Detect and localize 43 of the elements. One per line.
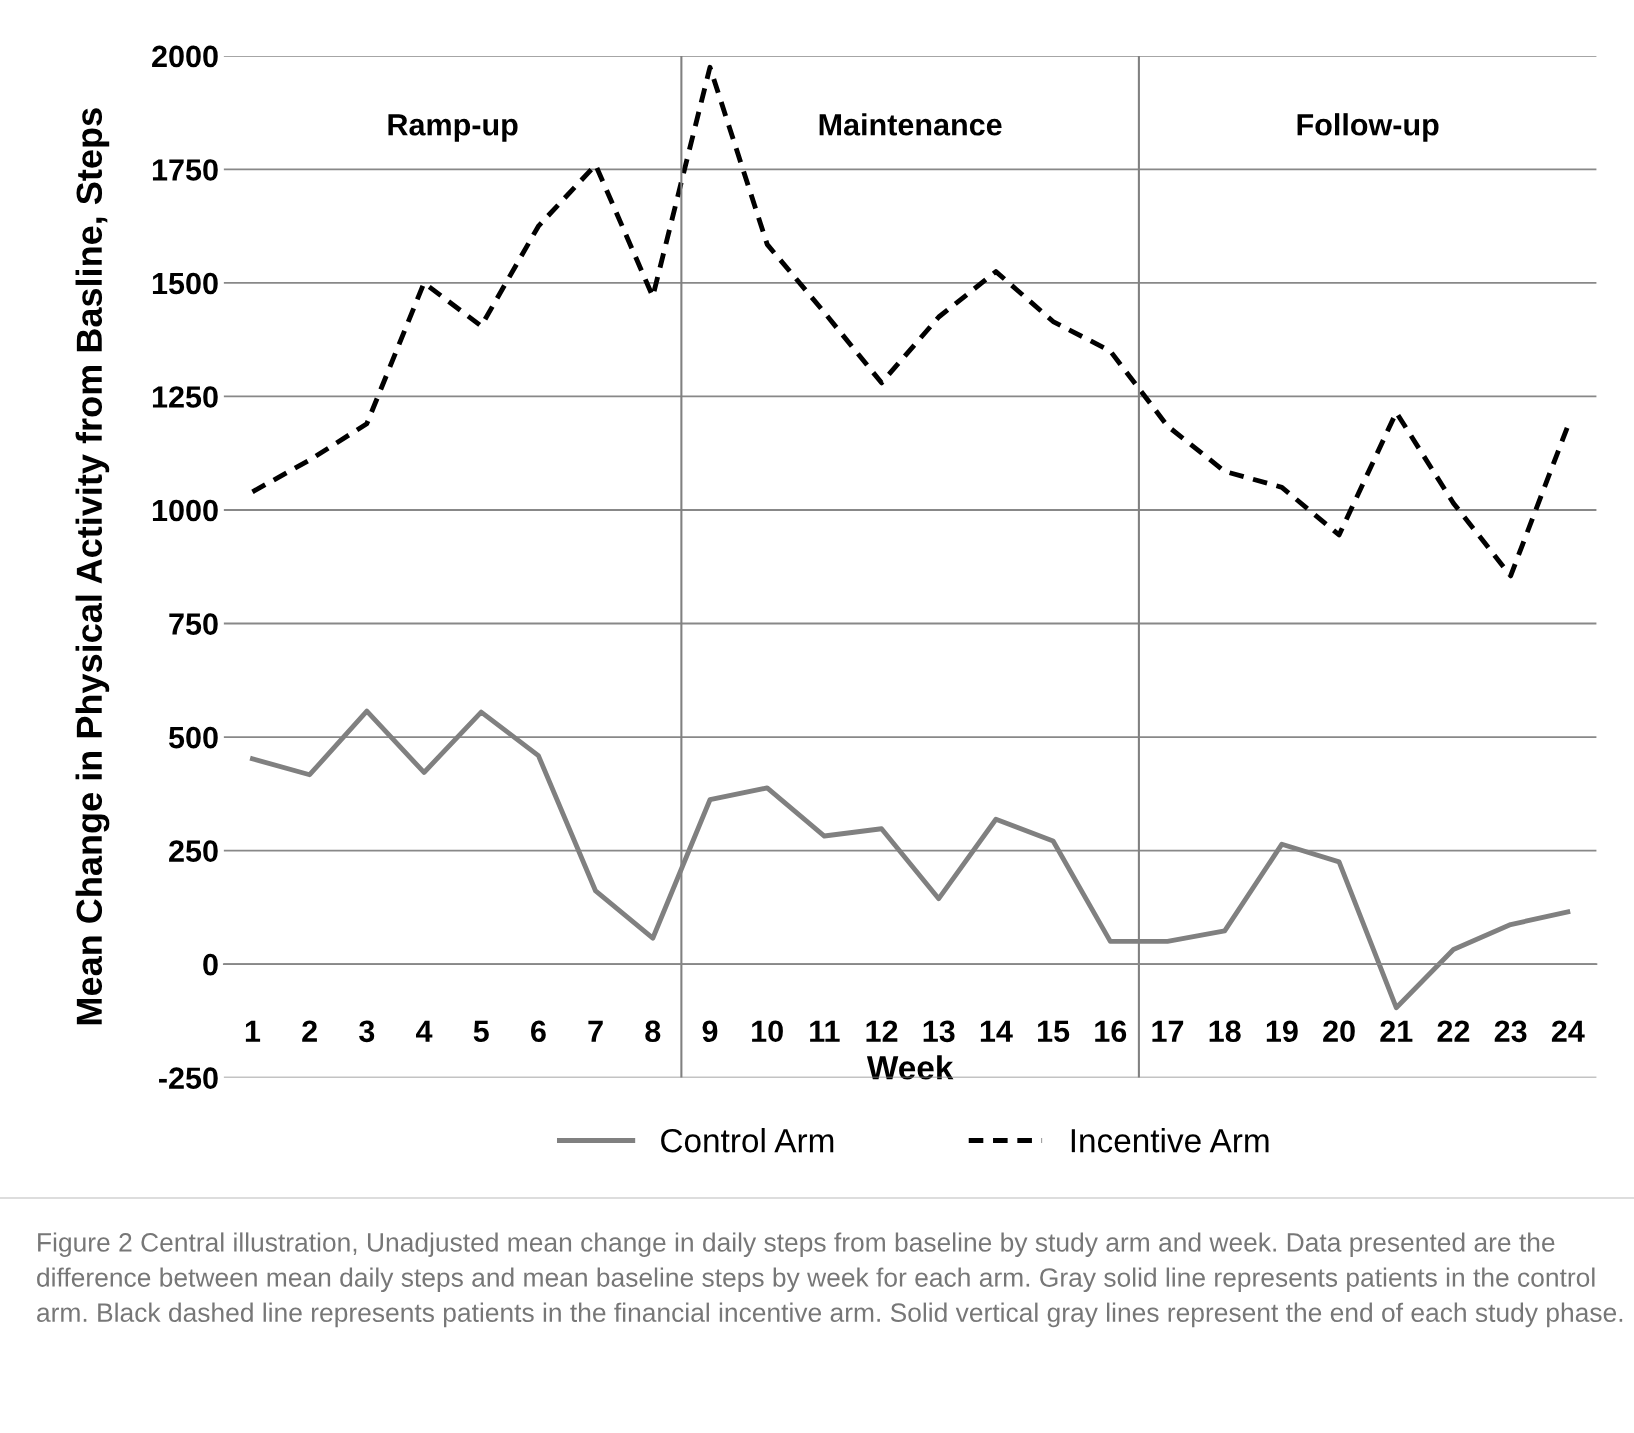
x-tick-label: 12: [866, 1020, 898, 1042]
x-tick-label: 3: [359, 1020, 375, 1043]
y-tick-label: 1000: [152, 499, 218, 522]
x-tick-label: 23: [1494, 1020, 1527, 1043]
x-tick-label: 17: [1152, 1020, 1184, 1042]
x-tick-label: 18: [1209, 1020, 1241, 1043]
x-tick-label: 19: [1266, 1020, 1298, 1043]
y-tick-label: 500: [168, 726, 218, 749]
x-tick-label: 24: [1551, 1020, 1585, 1042]
x-tick-label: 16: [1095, 1020, 1127, 1043]
y-tick-label: 750: [169, 613, 218, 635]
x-tick-label: 21: [1380, 1020, 1413, 1042]
y-tick-label: 1250: [152, 386, 218, 408]
annotation: Ramp-up: [388, 114, 518, 142]
y-axis-title: Mean Change in Physical Activity from Basline, Steps: [75, 108, 110, 1025]
y-tick-label: 1750: [152, 159, 218, 181]
x-tick-label: 10: [752, 1020, 783, 1043]
x-tick-label: 7: [588, 1020, 603, 1042]
x-tick-label: 2: [302, 1020, 317, 1042]
x-tick-label: 6: [531, 1020, 546, 1043]
x-tick-label: 9: [702, 1020, 718, 1043]
x-tick-label: 14: [980, 1020, 1013, 1042]
line-series: [250, 64, 1571, 579]
y-tick-label: -250: [159, 1067, 218, 1089]
caption: Figure 2 Central illustration, Unadjusted mean change in daily steps from baseline by study arm and week. Data presented are the difference between mean daily steps and mean baseline steps by week for each arm. Gray solid line represents patients in the control arm. Black dashed line represents patients in the financial incentive arm. Solid vertical gray lines represent the end of each study phase.: [37, 1232, 1623, 1328]
x-tick-label: 13: [923, 1020, 955, 1043]
annotation: Follow-up: [1297, 113, 1439, 142]
y-tick-label: 2000: [152, 45, 218, 68]
y-tick-label: 1500: [152, 272, 218, 295]
x-tick-label: 11: [810, 1020, 840, 1042]
legend-label: Control Arm: [661, 1128, 834, 1153]
x-tick-label: 15: [1038, 1020, 1070, 1043]
y-tick-label: 0: [203, 953, 218, 976]
x-tick-label: 20: [1323, 1020, 1355, 1043]
x-tick-label: 4: [415, 1020, 433, 1042]
x-tick-label: 1: [245, 1020, 261, 1042]
x-axis-title: Week: [866, 1055, 954, 1080]
x-tick-label: 8: [645, 1020, 661, 1043]
legend-label: Incentive Arm: [1071, 1128, 1269, 1153]
annotation: Maintenance: [819, 113, 1002, 136]
x-tick-label: 5: [473, 1020, 489, 1043]
x-tick-label: 22: [1437, 1020, 1470, 1042]
y-tick-label: 250: [169, 840, 218, 862]
